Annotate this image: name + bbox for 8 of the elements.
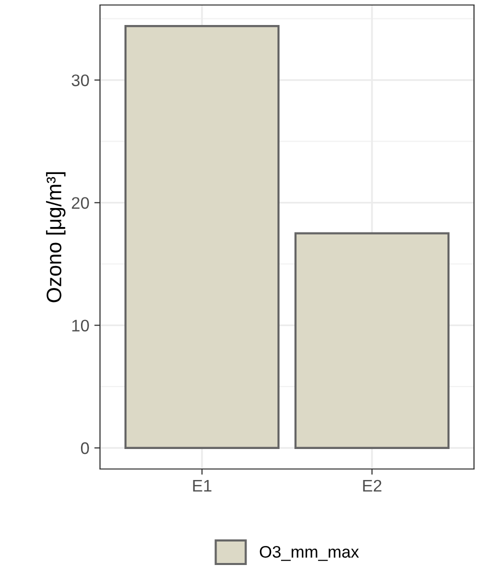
x-tick-label: E1 — [193, 480, 212, 492]
y-tick-label: 0 — [80, 442, 89, 454]
y-tick-label: 30 — [72, 74, 89, 86]
y-tick-label: 20 — [72, 197, 89, 209]
x-tick-label: E2 — [363, 480, 382, 492]
legend-label: O3_mm_max — [260, 546, 359, 561]
y-tick-label: 10 — [72, 320, 89, 332]
y-axis-title: Ozono [μg/m³] — [46, 172, 66, 302]
